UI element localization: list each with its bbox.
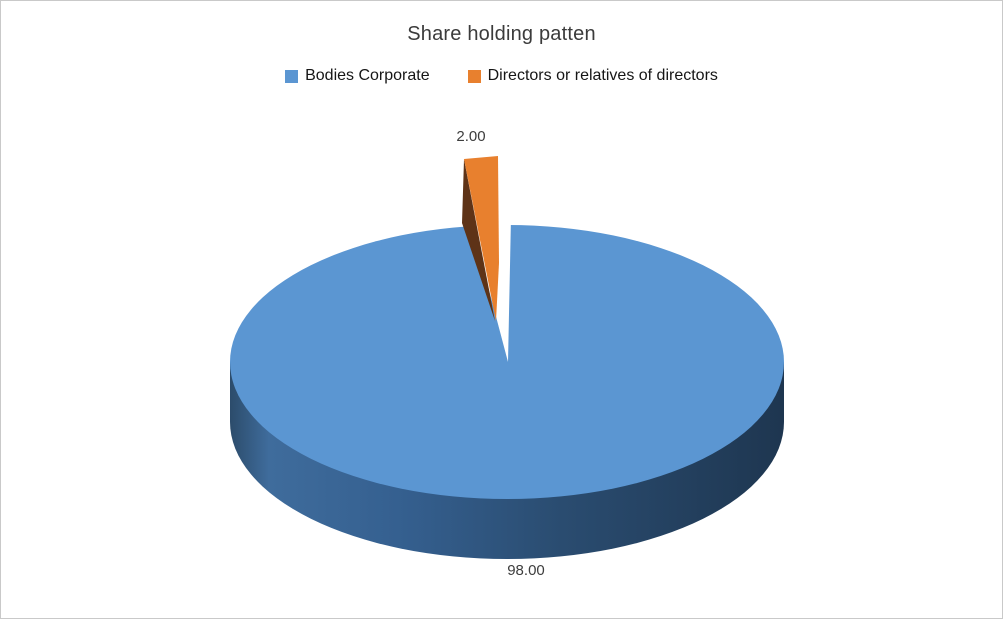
pie-slice-bodies-corporate [230,225,784,499]
legend-swatch-orange-icon [467,69,481,83]
data-label-bodies-value: 98.00 [507,562,545,579]
chart-title: Share holding patten [407,23,596,45]
pie-slice-directors [464,156,499,321]
chart-legend: Bodies Corporate Directors or relatives … [1,67,1002,85]
data-label-directors-value: 2.00 [456,128,486,145]
pie-slice-directors-side [462,159,495,321]
legend-swatch-blue-icon [285,69,299,83]
legend-label-bodies-corporate: Bodies Corporate [305,67,430,84]
legend-item-bodies-corporate: Bodies Corporate [285,67,430,85]
legend-label-directors: Directors or relatives of directors [487,67,718,84]
legend-item-directors: Directors or relatives of directors [467,67,718,85]
